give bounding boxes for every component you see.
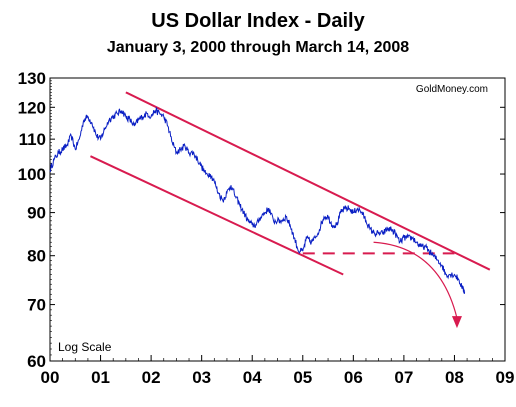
- curved-arrow-line: [373, 241, 458, 319]
- x-tick-label: 06: [344, 368, 363, 387]
- x-tick-label: 03: [192, 368, 211, 387]
- chart-subtitle: January 3, 2000 through March 14, 2008: [107, 39, 409, 56]
- trend-line-lower: [90, 155, 344, 276]
- series-line: [49, 106, 466, 294]
- y-tick-label: 90: [27, 204, 46, 223]
- y-tick-label: 60: [27, 352, 46, 371]
- plot-area: 60 70 80 90 100 110 120 130 00 01 02 03 04 05 06 07 08 09: [18, 69, 515, 387]
- trend-line-upper: [125, 91, 491, 271]
- curved-arrow-head: [451, 316, 462, 329]
- x-tick-label: 01: [91, 368, 110, 387]
- y-tick-label: 70: [27, 296, 46, 315]
- x-tick-label: 05: [293, 368, 312, 387]
- y-tick-label: 80: [27, 247, 46, 266]
- x-tick-label: 09: [496, 368, 515, 387]
- x-tick-label: 02: [142, 368, 161, 387]
- y-tick-label: 120: [18, 98, 46, 117]
- chart-title: US Dollar Index - Daily: [151, 10, 365, 32]
- x-tick-label: 08: [445, 368, 464, 387]
- x-tick-label: 07: [394, 368, 413, 387]
- y-tick-label: 130: [18, 69, 46, 88]
- watermark: GoldMoney.com: [416, 84, 488, 95]
- y-tick-label: 100: [18, 165, 46, 184]
- log-scale-note: Log Scale: [58, 340, 112, 354]
- x-tick-label: 00: [41, 368, 60, 387]
- y-tick-label: 110: [19, 130, 46, 149]
- x-tick-label: 04: [243, 368, 262, 387]
